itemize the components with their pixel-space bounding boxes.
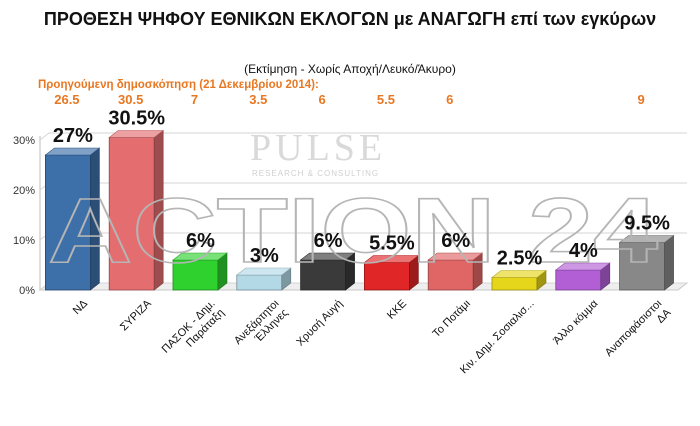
x-tick-label: ΝΔ [71, 297, 91, 317]
x-tick-label: Το Ποτάμι [430, 297, 473, 340]
bar-0 [44, 147, 101, 291]
data-label: 2.5% [497, 248, 543, 270]
x-tick-label: ΠΑΣΟΚ - Δημ.Παράταξη [160, 298, 227, 365]
x-tick-label: ΚΚΕ [385, 298, 409, 322]
bar-top [172, 252, 228, 261]
bar-side [664, 234, 674, 291]
x-tick-label: ΑνεξάρτητοιΈλληνες [232, 297, 291, 356]
previous-value: 7 [191, 92, 198, 107]
x-tick-label: Χρυσή Αυγή [294, 298, 345, 349]
previous-value: 26.5 [54, 92, 79, 107]
watermark-brand-sub: RESEARCH & CONSULTING [252, 169, 379, 178]
bar-top [44, 147, 101, 156]
previous-value: 5.5 [377, 92, 395, 107]
y-tick-label: 20% [13, 185, 35, 197]
x-tick-label: Κιν. Δημ. Σοσιαλισ... [458, 298, 537, 377]
x-tick-label: ΣΥΡΙΖΑ [118, 297, 154, 333]
data-label: 6% [314, 230, 343, 252]
data-label: 27% [53, 125, 93, 147]
previous-value: 3.5 [249, 92, 267, 107]
previous-value: 6 [318, 92, 325, 107]
bar-9 [618, 234, 675, 291]
previous-value: 6 [446, 92, 453, 107]
bar-top [363, 255, 420, 263]
gridline [39, 132, 687, 141]
bar-front [619, 242, 665, 291]
y-tick-label: 10% [13, 235, 35, 247]
bar-4 [299, 252, 356, 291]
bar-top [491, 270, 547, 278]
y-tick-label: 0% [19, 285, 35, 297]
data-label: 4% [569, 240, 598, 262]
x-tick-label: Άλλο κόμμα [551, 297, 601, 347]
chart-subtitle: (Εκτίμηση - Χωρίς Αποχή/Λευκό/Άκυρο) [244, 62, 456, 76]
previous-value: 30.5 [118, 92, 143, 107]
bar-7 [491, 269, 547, 291]
data-label: 6% [186, 230, 215, 252]
bar-2 [172, 252, 228, 291]
y-tick-label: 30% [13, 135, 35, 147]
bar-6 [427, 252, 484, 291]
bar-front [45, 154, 91, 291]
bar-top [299, 252, 356, 261]
chart-title: ΠΡΟΘΕΣΗ ΨΗΦΟΥ ΕΘΝΙΚΩΝ ΕΚΛΟΓΩΝ με ΑΝΑΓΩΓΗ… [43, 9, 657, 29]
bar-top [108, 130, 165, 138]
bar-5 [363, 254, 420, 291]
x-tick-label: ΑναποφάσιστοιΔΑ [603, 297, 674, 368]
data-label: 30.5% [108, 108, 165, 130]
data-label: 9.5% [624, 213, 670, 235]
bar-top [554, 262, 611, 271]
watermark-brand: PULSE [250, 127, 386, 169]
previous-poll-label: Προηγούμενη δημοσκόπηση (21 Δεκεμβρίου 2… [38, 79, 319, 91]
bar-front [300, 259, 347, 291]
data-label: 5.5% [369, 233, 415, 255]
data-label: 6% [441, 230, 470, 252]
previous-value: 9 [637, 92, 644, 107]
bar-1 [108, 129, 165, 291]
bar-top [618, 235, 675, 243]
watermark-channel: ACTION 24 [48, 180, 658, 282]
bar-front [427, 259, 474, 291]
bar-top [427, 252, 484, 261]
bar-8 [554, 262, 611, 291]
bar-top [235, 267, 292, 276]
watermark: PULSE RESEARCH & CONSULTING [250, 127, 386, 178]
bar-front [363, 262, 410, 291]
data-label: 3% [250, 245, 279, 267]
bar-3 [235, 267, 292, 291]
